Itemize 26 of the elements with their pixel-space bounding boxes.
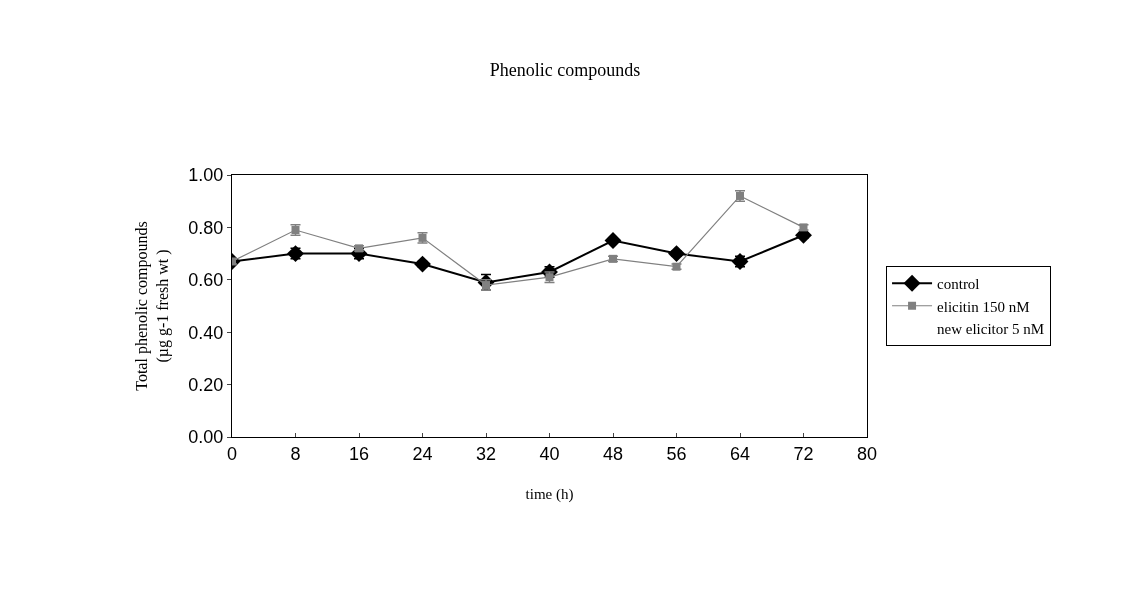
legend-label: control <box>937 276 980 293</box>
x-tick-label: 64 <box>729 443 751 464</box>
x-tick-label: 16 <box>348 443 370 464</box>
y-tick-label: 0.00 <box>188 427 224 448</box>
point <box>604 232 622 249</box>
y-tick-label: 1.00 <box>188 165 224 186</box>
x-tick-label: 0 <box>226 443 238 464</box>
x-tick-label: 56 <box>666 443 687 464</box>
legend-label: elicitin 150 nM <box>937 298 1030 315</box>
y-tick-label: 0.40 <box>188 322 224 343</box>
x-tick-label: 40 <box>539 443 560 464</box>
y-tick-label: 0.20 <box>188 374 224 395</box>
x-tick-label: 72 <box>793 443 814 464</box>
x-tick-label: 32 <box>475 443 497 464</box>
x-tick-label: 24 <box>412 443 433 464</box>
point <box>414 255 431 273</box>
chart-title: Phenolic compounds <box>489 59 641 80</box>
x-tick-label: 80 <box>856 443 878 464</box>
y-tick-label: 0.60 <box>188 270 224 291</box>
x-tick-label: 48 <box>602 443 624 464</box>
y-tick-label: 0.80 <box>188 217 224 238</box>
x-axis-title: time (h) <box>525 485 574 503</box>
text: new elicitor 5 nM <box>937 321 1045 338</box>
point <box>668 245 685 263</box>
y-axis-title: Total phenolic compounds (µg g-1 fresh wt ) <box>133 221 173 391</box>
x-tick-label: 8 <box>290 443 301 464</box>
